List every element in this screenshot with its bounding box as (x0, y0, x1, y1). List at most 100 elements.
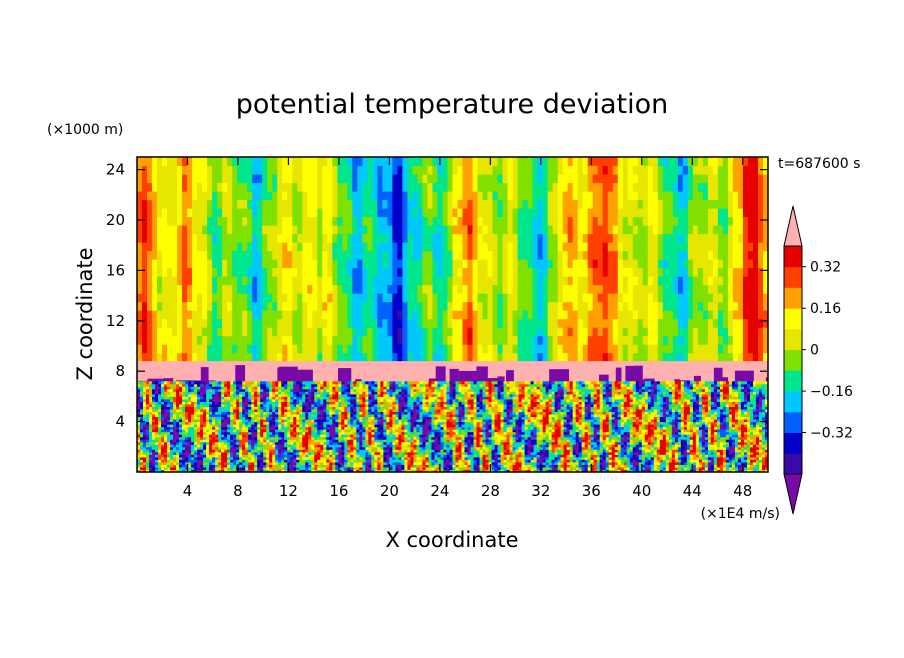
field-cell (269, 401, 273, 405)
field-cell (187, 199, 193, 209)
field-cell (617, 327, 624, 337)
field-cell (251, 391, 255, 395)
field-cell (191, 386, 195, 390)
field-cell (752, 216, 759, 226)
field-cell (357, 310, 363, 320)
field-cell (282, 225, 288, 235)
field-cell (236, 419, 240, 423)
field-cell (372, 225, 378, 235)
field-cell (269, 456, 273, 460)
field-cell (149, 466, 153, 470)
field-cell (697, 225, 704, 235)
field-cell (221, 426, 225, 430)
field-cell (282, 259, 288, 269)
field-cell (662, 208, 669, 218)
field-cell (247, 301, 253, 311)
field-cell (257, 157, 263, 167)
field-cell (157, 352, 163, 362)
field-cell (284, 386, 288, 390)
field-cell (752, 276, 759, 286)
field-cell (266, 396, 270, 400)
field-cell (357, 335, 363, 345)
field-cell (257, 310, 263, 320)
field-cell (592, 310, 599, 320)
field-cell (278, 459, 282, 463)
field-cell (702, 157, 709, 167)
field-cell (307, 216, 313, 226)
field-cell (667, 199, 674, 209)
field-cell (252, 157, 258, 167)
field-cell (317, 310, 323, 320)
field-cell (732, 191, 739, 201)
field-cell (502, 157, 509, 167)
field-cell (297, 259, 303, 269)
field-cell (672, 293, 679, 303)
field-cell (682, 284, 689, 294)
field-cell (437, 301, 444, 311)
field-cell (497, 301, 504, 311)
field-cell (502, 301, 509, 311)
field-cell (284, 454, 288, 458)
field-cell (417, 259, 424, 269)
field-cell (269, 383, 273, 387)
field-cell (266, 401, 270, 405)
field-cell (517, 199, 524, 209)
field-cell (342, 182, 348, 192)
field-cell (552, 335, 559, 345)
field-cell (269, 386, 273, 390)
field-cell (212, 318, 218, 328)
field-cell (447, 182, 454, 192)
field-cell (607, 276, 614, 286)
field-cell (287, 276, 293, 286)
field-cell (187, 301, 193, 311)
field-cell (327, 233, 333, 243)
field-cell (200, 436, 204, 440)
field-cell (737, 233, 744, 243)
field-cell (162, 267, 168, 277)
field-cell (497, 182, 504, 192)
field-cell (272, 416, 276, 420)
field-cell (140, 406, 144, 410)
field-cell (185, 386, 189, 390)
field-cell (727, 267, 734, 277)
field-cell (242, 414, 246, 418)
field-cell (239, 444, 243, 448)
field-cell (155, 461, 159, 465)
field-cell (477, 174, 484, 184)
field-cell (146, 419, 150, 423)
field-cell (197, 421, 201, 425)
field-cell (262, 233, 268, 243)
field-cell (617, 318, 624, 328)
field-cell (307, 259, 313, 269)
field-cell (200, 449, 204, 453)
field-cell (221, 449, 225, 453)
field-cell (152, 199, 158, 209)
field-cell (161, 411, 165, 415)
field-cell (247, 318, 253, 328)
field-cell (402, 233, 409, 243)
field-cell (206, 434, 210, 438)
field-cell (702, 318, 709, 328)
field-cell (221, 434, 225, 438)
field-cell (239, 439, 243, 443)
field-cell (327, 267, 333, 277)
field-cell (227, 165, 233, 175)
field-cell (218, 398, 222, 402)
field-cell (267, 276, 273, 286)
field-cell (327, 318, 333, 328)
field-cell (677, 267, 684, 277)
field-cell (487, 250, 494, 260)
field-cell (552, 352, 559, 362)
field-cell (207, 284, 213, 294)
field-cell (337, 284, 343, 294)
field-cell (245, 386, 249, 390)
field-cell (272, 414, 276, 418)
field-cell (263, 451, 267, 455)
field-cell (263, 444, 267, 448)
field-cell (607, 318, 614, 328)
field-cell (167, 434, 171, 438)
field-cell (642, 267, 649, 277)
field-cell (236, 416, 240, 420)
field-cell (427, 208, 434, 218)
field-cell (155, 456, 159, 460)
